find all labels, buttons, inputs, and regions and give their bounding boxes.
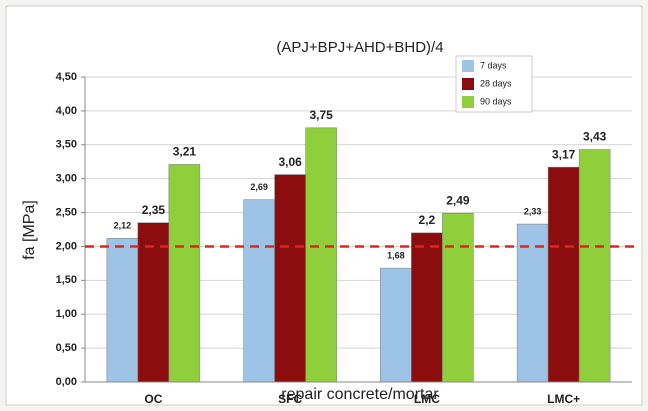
bar [547,166,580,383]
legend-swatch [462,78,474,90]
value-label: 1,68 [387,251,405,261]
bar [442,212,474,383]
x-axis-title: repair concrete/mortar [281,386,439,403]
value-label: 3,06 [278,155,302,169]
x-tick-label: LMC [414,392,440,406]
legend-swatch [462,96,474,108]
bar [243,199,275,383]
y-tick-label: 1,00 [56,308,77,320]
y-tick-label: 4,50 [56,71,77,83]
value-label: 2,2 [419,213,436,227]
bar [411,232,443,383]
bar [168,164,201,383]
value-label: 2,12 [114,221,132,231]
y-tick-label: 2,50 [56,206,77,218]
value-label: 3,75 [309,108,333,122]
bar [578,149,611,383]
value-label: 2,33 [524,206,542,216]
legend-swatch [462,60,474,72]
y-tick-label: 1,50 [56,274,77,286]
bar [305,127,337,383]
x-tick-label: SFC [278,392,302,406]
value-label: 3,21 [173,145,197,159]
x-tick-label: OC [144,392,162,406]
legend-label: 28 days [480,78,512,88]
legend-label: 90 days [480,96,512,106]
bar [274,174,306,383]
value-label: 2,35 [142,203,166,217]
y-tick-label: 3,00 [56,173,77,185]
y-tick-label: 3,50 [56,139,77,151]
chart-title: (APJ+BPJ+AHD+BHD)/4 [276,39,443,56]
y-axis-title: fa [MPa] [21,200,38,260]
bar [106,238,139,383]
y-tick-label: 4,00 [56,105,77,117]
value-label: 2,69 [250,182,268,192]
bar [380,267,412,383]
value-label: 3,43 [583,130,607,144]
bar [516,223,549,383]
x-tick-label: LMC+ [547,392,580,406]
y-tick-label: 0,00 [56,376,77,388]
value-label: 3,17 [552,147,576,161]
y-tick-label: 0,50 [56,342,77,354]
value-label: 2,49 [446,193,470,207]
legend-label: 7 days [480,60,507,70]
y-tick-label: 2,00 [56,240,77,252]
